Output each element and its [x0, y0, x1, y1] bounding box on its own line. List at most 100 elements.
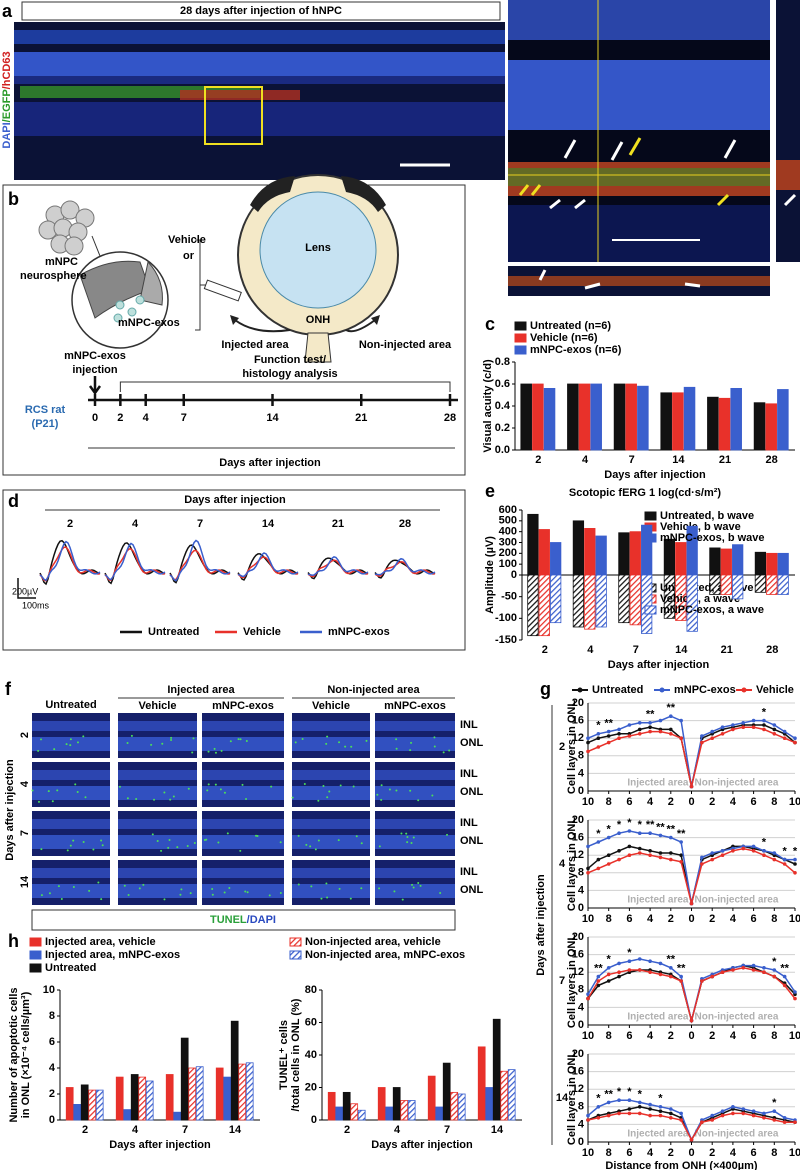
point: [648, 831, 652, 835]
point: [710, 1118, 714, 1122]
tunel-dot: [37, 749, 40, 752]
x-tick-label: 14: [675, 644, 688, 656]
y-axis-label: Visual acuity (c/d): [482, 359, 494, 453]
bar: [754, 574, 767, 593]
layer: [32, 770, 110, 780]
x-tick-label: 4: [647, 1147, 654, 1159]
tunel-dot: [326, 896, 329, 899]
tunel-dot: [328, 790, 331, 793]
x-tick-label: 6: [626, 796, 632, 808]
bar: [625, 383, 637, 451]
point: [596, 745, 601, 749]
point: [772, 732, 777, 736]
bar: [584, 574, 596, 630]
tunel-dot: [317, 839, 320, 842]
y-tick-label: 4: [578, 1118, 585, 1130]
x-tick-label: 8: [771, 913, 777, 925]
significance: **: [604, 1088, 613, 1100]
point: [731, 849, 735, 853]
bar: [538, 529, 550, 576]
tunel-dot: [76, 790, 79, 793]
tunel-dot: [309, 845, 312, 848]
legend-swatch: [644, 533, 657, 543]
point: [596, 857, 601, 862]
panel-box: [2, 184, 466, 476]
stain: DAPI: [1, 122, 13, 148]
bar: [732, 574, 744, 600]
y-tick-label: 20: [572, 931, 584, 943]
zoom-box: [204, 86, 263, 145]
layer: [375, 737, 455, 751]
layer: [375, 835, 455, 849]
layer-label: INL: [460, 719, 478, 731]
point: [637, 732, 642, 736]
bar: [707, 396, 719, 451]
point: [617, 736, 621, 740]
label: neurosphere: [20, 270, 87, 282]
tunel-dot: [419, 884, 422, 887]
tunel-dot: [317, 799, 320, 802]
column-label: Untreated: [45, 699, 96, 711]
tunel-dot: [186, 844, 189, 847]
layer: [292, 737, 370, 751]
point: [793, 736, 797, 740]
annotation: Non-injected area: [695, 895, 779, 906]
point: [720, 853, 725, 857]
panel-title: Days after injection: [184, 494, 286, 506]
tunel-dot: [160, 849, 163, 852]
y-axis-label: /total cells in ONL (%): [290, 998, 302, 1111]
significance: *: [638, 1088, 643, 1100]
x-tick-label: 10: [582, 913, 594, 925]
x-tick-label: 4: [647, 796, 654, 808]
tunel-dot: [163, 898, 166, 901]
layer: [32, 868, 110, 878]
layer: [508, 168, 770, 186]
stain: TUNEL: [210, 914, 247, 926]
erg-trace: [237, 556, 299, 579]
point: [741, 966, 746, 970]
legend-label: Untreated: [592, 684, 643, 696]
tunel-dot: [82, 840, 85, 843]
x-tick-label: 4: [647, 913, 654, 925]
tunel-dot: [378, 845, 381, 848]
tunel-dot: [193, 841, 196, 844]
bar: [238, 1063, 247, 1121]
x-tick-label: 8: [606, 796, 612, 808]
point: [617, 732, 621, 736]
tunel-dot: [101, 844, 104, 847]
tunel-dot: [279, 891, 282, 894]
tunel-dot: [244, 890, 247, 893]
label: ONH: [306, 314, 331, 326]
x-tick-label: 4: [582, 454, 589, 466]
y-tick-label: 8: [578, 867, 584, 879]
micrograph: [14, 22, 505, 180]
tunel-dot: [326, 735, 329, 738]
erg-trace: [39, 540, 101, 582]
tunel-dot: [446, 833, 449, 836]
panel-label: d: [8, 491, 19, 511]
x-tick-label: 2: [82, 1124, 88, 1136]
legend-marker: [659, 687, 665, 693]
point: [762, 718, 766, 723]
annotation: Non-injected area: [695, 1012, 779, 1023]
tunel-dot: [448, 749, 451, 752]
point: [762, 966, 766, 970]
tunel-dot: [192, 737, 195, 740]
label: injection: [72, 364, 118, 376]
point: [606, 1100, 611, 1105]
column-label: Vehicle: [312, 700, 350, 712]
micrograph: [292, 713, 370, 758]
x-tick-label: 4: [730, 1030, 737, 1042]
tunel-dot: [406, 836, 409, 839]
layer: [508, 60, 770, 130]
bar: [777, 389, 789, 451]
bar: [732, 544, 744, 576]
erg-trace: [374, 557, 436, 576]
tunel-dot: [320, 897, 323, 900]
bar: [595, 574, 607, 628]
bar: [442, 1062, 451, 1121]
label: Injected area: [221, 339, 289, 351]
injection-arrow: [88, 376, 102, 396]
bar: [245, 1062, 254, 1121]
legend-label: Vehicle: [756, 684, 794, 696]
